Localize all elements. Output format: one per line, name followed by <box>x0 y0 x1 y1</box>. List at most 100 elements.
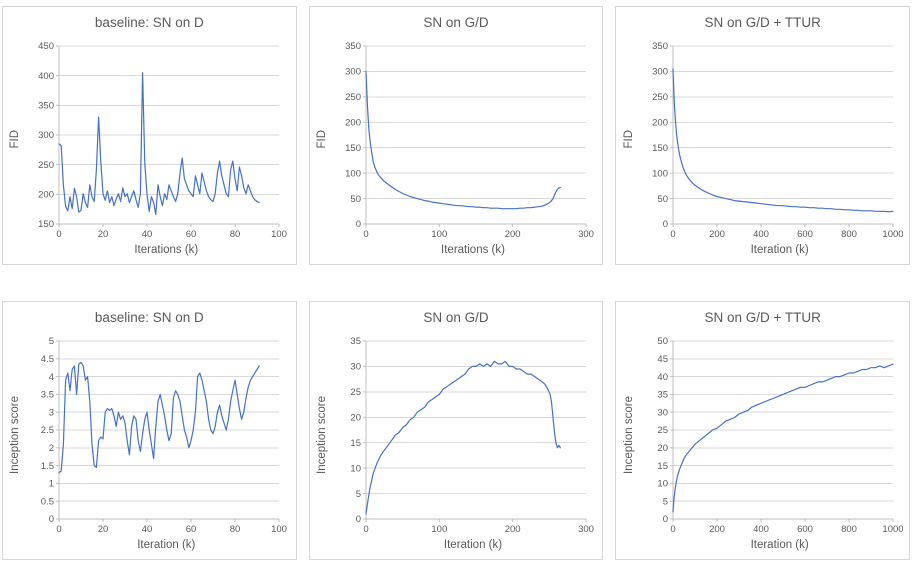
svg-text:200: 200 <box>345 117 361 128</box>
svg-text:2.5: 2.5 <box>41 425 54 436</box>
svg-text:200: 200 <box>709 229 725 240</box>
chart-title: SN on G/D + TTUR <box>704 15 821 30</box>
svg-text:30: 30 <box>350 361 361 372</box>
svg-text:1000: 1000 <box>882 229 903 240</box>
svg-text:40: 40 <box>142 524 153 535</box>
plot-area: 0 50 100 150 200 250 300 350 0 200 400 600 800 1000 <box>652 41 903 240</box>
svg-text:250: 250 <box>38 159 54 170</box>
svg-text:600: 600 <box>797 229 813 240</box>
svg-text:200: 200 <box>709 524 725 535</box>
svg-text:45: 45 <box>657 354 668 365</box>
svg-text:10: 10 <box>657 478 668 489</box>
chart-panel-fid-ttur: SN on G/D + TTUR FID 0 50 100 150 200 250 300 3… <box>615 6 910 265</box>
svg-text:300: 300 <box>578 229 594 240</box>
chart-body: Inception score 0 0.5 1 1.5 2 2.5 3 3.5 4 4.5 5 0 20… <box>3 330 296 539</box>
svg-text:60: 60 <box>186 229 197 240</box>
y-axis-title: Inception score <box>9 395 22 474</box>
x-axis-title: Iteration (k) <box>443 539 503 551</box>
x-axis-title: Iteration (k) <box>137 539 196 551</box>
chart-panel-is-ttur: SN on G/D + TTUR Inception score 0 5 10 15 2… <box>615 301 910 560</box>
chart-title: SN on G/D + TTUR <box>704 310 821 325</box>
svg-text:300: 300 <box>578 524 594 535</box>
plot-area: 0 50 100 150 200 250 300 350 0 100 200 300 <box>345 41 594 240</box>
svg-text:10: 10 <box>350 463 361 474</box>
svg-text:100: 100 <box>345 168 361 179</box>
chart-body: Inception score 0 5 10 15 20 25 30 35 40 45 50 0 200… <box>616 330 909 539</box>
svg-text:1: 1 <box>49 478 54 489</box>
x-axis-title: Iteration (k) <box>750 539 809 551</box>
y-axis-title: FID <box>9 130 22 149</box>
svg-text:300: 300 <box>652 66 668 77</box>
y-axis-title: FID <box>315 130 328 149</box>
svg-text:0: 0 <box>670 229 675 240</box>
svg-text:20: 20 <box>98 524 109 535</box>
svg-text:200: 200 <box>505 229 521 240</box>
svg-text:0: 0 <box>662 514 667 525</box>
svg-text:60: 60 <box>186 524 197 535</box>
plot-area: 0 5 10 15 20 25 30 35 0 100 200 300 <box>350 336 594 535</box>
svg-text:250: 250 <box>345 92 361 103</box>
svg-text:40: 40 <box>142 229 153 240</box>
svg-text:3: 3 <box>49 407 54 418</box>
svg-text:80: 80 <box>230 229 241 240</box>
svg-text:600: 600 <box>797 524 813 535</box>
svg-text:0: 0 <box>49 514 54 525</box>
y-axis-title: Inception score <box>622 395 635 474</box>
svg-text:40: 40 <box>657 371 668 382</box>
svg-text:0: 0 <box>363 524 368 535</box>
plot-area: 0 0.5 1 1.5 2 2.5 3 3.5 4 4.5 5 0 20 40 60 80 100 <box>41 336 287 535</box>
svg-text:0: 0 <box>662 219 667 230</box>
svg-text:3.5: 3.5 <box>41 389 54 400</box>
chart-title: SN on G/D <box>423 15 489 30</box>
svg-text:50: 50 <box>350 193 361 204</box>
svg-text:35: 35 <box>350 336 361 347</box>
svg-text:200: 200 <box>505 524 521 535</box>
chart-panel-is-baseline: baseline: SN on D Inception score 0 0.5 1 1… <box>2 301 297 560</box>
svg-text:5: 5 <box>662 496 667 507</box>
svg-text:50: 50 <box>657 193 668 204</box>
x-axis-title: Iterations (k) <box>441 244 505 256</box>
svg-text:300: 300 <box>38 130 54 141</box>
svg-text:1.5: 1.5 <box>41 460 54 471</box>
svg-text:350: 350 <box>38 100 54 111</box>
svg-text:20: 20 <box>657 443 668 454</box>
svg-text:4.5: 4.5 <box>41 354 54 365</box>
svg-text:100: 100 <box>431 229 447 240</box>
x-axis-title: Iteration (k) <box>750 244 809 256</box>
svg-text:4: 4 <box>49 371 54 382</box>
svg-text:100: 100 <box>431 524 447 535</box>
svg-text:300: 300 <box>345 66 361 77</box>
svg-text:150: 150 <box>345 142 361 153</box>
svg-text:100: 100 <box>271 229 287 240</box>
svg-text:20: 20 <box>98 229 109 240</box>
chart-title: baseline: SN on D <box>94 310 204 325</box>
svg-text:15: 15 <box>350 437 361 448</box>
svg-text:0: 0 <box>57 229 62 240</box>
svg-text:800: 800 <box>841 229 857 240</box>
svg-text:200: 200 <box>38 189 54 200</box>
svg-text:450: 450 <box>38 41 54 52</box>
svg-text:400: 400 <box>38 70 54 81</box>
svg-text:25: 25 <box>350 387 361 398</box>
svg-text:30: 30 <box>657 407 668 418</box>
svg-text:50: 50 <box>657 336 668 347</box>
svg-text:100: 100 <box>652 168 668 179</box>
svg-text:0.5: 0.5 <box>41 496 54 507</box>
svg-text:0: 0 <box>363 229 368 240</box>
svg-text:350: 350 <box>345 41 361 52</box>
svg-text:350: 350 <box>652 41 668 52</box>
svg-text:20: 20 <box>350 412 361 423</box>
y-axis-title: FID <box>622 130 635 149</box>
svg-text:80: 80 <box>230 524 241 535</box>
y-axis-title: Inception score <box>315 395 328 474</box>
chart-body: FID 0 50 100 150 200 250 300 350 0 200 400 600 800 10… <box>616 35 909 244</box>
chart-panel-is-sn-gd: SN on G/D Inception score 0 5 10 15 20 25 30 35… <box>308 301 604 560</box>
svg-text:800: 800 <box>841 524 857 535</box>
svg-text:0: 0 <box>356 219 361 230</box>
svg-text:250: 250 <box>652 92 668 103</box>
chart-body: FID 150 200 250 300 350 400 450 0 20 40 60 80 100 <box>3 35 296 244</box>
plot-area: 150 200 250 300 350 400 450 0 20 40 60 80 100 <box>38 41 287 240</box>
svg-text:400: 400 <box>753 524 769 535</box>
svg-text:0: 0 <box>356 514 361 525</box>
